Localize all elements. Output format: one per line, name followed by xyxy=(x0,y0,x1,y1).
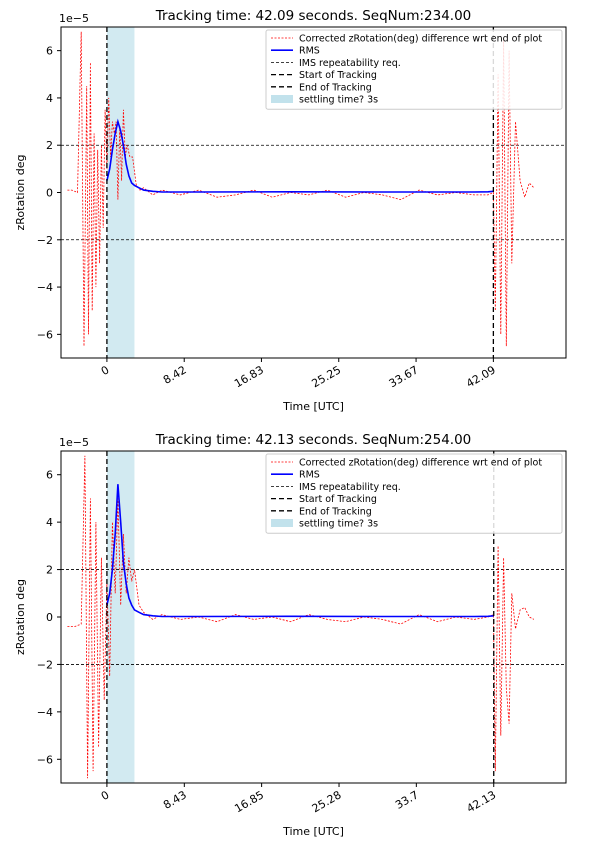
x-axis-label: Time [UTC] xyxy=(282,825,344,838)
legend-entry-label: End of Tracking xyxy=(299,82,372,93)
legend-entry-label: RMS xyxy=(299,46,320,57)
y-scale-offset-label: 1e−5 xyxy=(59,436,89,449)
y-axis-label: zRotation deg xyxy=(14,579,27,655)
legend-entry-label: Start of Tracking xyxy=(299,70,377,81)
series-corrected-zrotation xyxy=(67,455,535,779)
legend: Corrected zRotation(deg) difference wrt … xyxy=(265,29,563,110)
series-rms xyxy=(106,484,494,618)
y-tick-label: 0 xyxy=(46,611,53,624)
legend-entry-label: Corrected zRotation(deg) difference wrt … xyxy=(299,34,542,45)
y-tick-label: −2 xyxy=(37,658,53,671)
x-tick-label: 42.13 xyxy=(464,788,498,815)
x-tick-label: 8.43 xyxy=(161,788,189,812)
chart-title: Tracking time: 42.09 seconds. SeqNum:234… xyxy=(155,8,472,24)
chart-panel-1: −6 −4 −2 0 2 4 6 0 8.42 16.83 25.25 33.67 42.09 1e−5 T… xyxy=(14,8,567,413)
y-tick-label: 0 xyxy=(46,187,53,200)
x-tick-label: 33.7 xyxy=(393,788,421,812)
x-tick-label: 25.28 xyxy=(310,788,344,815)
x-tick-label: 42.09 xyxy=(464,363,498,390)
x-tick-label: 25.25 xyxy=(309,363,343,390)
legend-entry-label: IMS repeatability req. xyxy=(299,482,401,493)
x-tick-label: 16.83 xyxy=(232,363,266,390)
x-axis-label: Time [UTC] xyxy=(282,400,344,413)
y-tick-label: 2 xyxy=(46,564,53,577)
legend-entry-label: RMS xyxy=(299,470,320,481)
settling-time-band xyxy=(106,27,135,358)
legend-entry-label: settling time? 3s xyxy=(299,95,378,106)
y-tick-label: −6 xyxy=(37,328,53,341)
x-tick-label: 33.67 xyxy=(387,363,421,390)
x-tick-label: 0 xyxy=(99,788,112,803)
y-axis-label: zRotation deg xyxy=(14,154,27,230)
y-tick-label: 6 xyxy=(46,45,53,58)
legend-swatch xyxy=(271,519,293,527)
legend: Corrected zRotation(deg) difference wrt … xyxy=(265,453,563,534)
y-tick-label: −4 xyxy=(37,281,53,294)
legend-entry-label: IMS repeatability req. xyxy=(299,58,401,69)
legend-entry-label: End of Tracking xyxy=(299,506,372,517)
y-scale-offset-label: 1e−5 xyxy=(59,12,89,25)
x-tick-label: 0 xyxy=(99,363,112,378)
legend-swatch xyxy=(271,95,293,103)
legend-box xyxy=(265,453,563,534)
legend-entry-label: Start of Tracking xyxy=(299,494,377,505)
y-tick-label: 2 xyxy=(46,139,53,152)
x-tick-label: 16.85 xyxy=(232,788,266,815)
y-tick-label: 4 xyxy=(46,516,53,529)
series-rms xyxy=(106,118,494,193)
legend-entry-label: Corrected zRotation(deg) difference wrt … xyxy=(299,458,542,469)
y-tick-label: −4 xyxy=(37,706,53,719)
x-tick-label: 8.42 xyxy=(161,363,189,387)
y-tick-label: 6 xyxy=(46,469,53,482)
y-tick-label: 4 xyxy=(46,92,53,105)
y-tick-label: −6 xyxy=(37,753,53,766)
settling-time-band xyxy=(106,451,135,783)
legend-entry-label: settling time? 3s xyxy=(299,519,378,530)
plot-area xyxy=(67,455,535,779)
plot-area xyxy=(67,31,535,347)
legend-box xyxy=(265,29,563,110)
chart-panel-2: −6 −4 −2 0 2 4 6 0 8.43 16.85 25.28 33.7 42.13 1e−5 Tr… xyxy=(14,432,567,838)
chart-title: Tracking time: 42.13 seconds. SeqNum:254… xyxy=(155,432,472,448)
y-tick-label: −2 xyxy=(37,234,53,247)
